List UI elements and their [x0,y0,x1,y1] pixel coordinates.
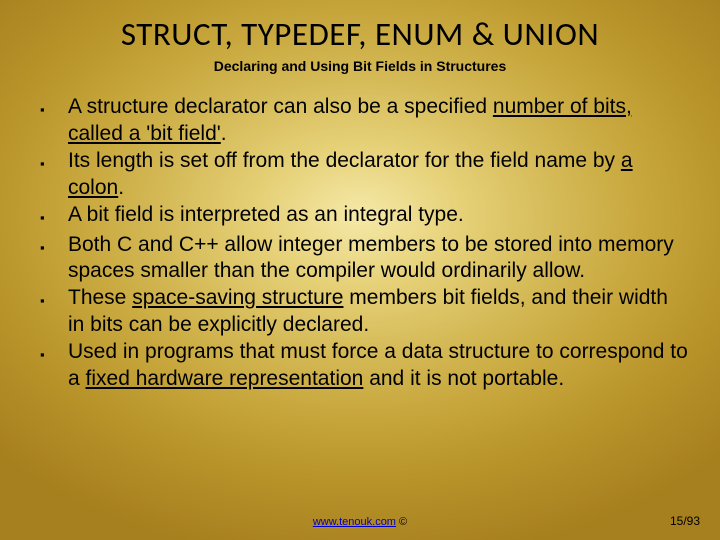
copyright-symbol: © [396,516,407,528]
page-number: 15/93 [670,514,700,528]
footer-link[interactable]: www.tenouk.com [313,516,396,528]
bullet-icon: ▪ [38,94,68,124]
list-item: ▪ Both C and C++ allow integer members t… [38,232,690,286]
bullet-text: Used in programs that must force a data … [68,339,690,393]
bullet-text: A bit field is interpreted as an integra… [68,202,690,229]
slide-title: STRUCT, TYPEDEF, ENUM & UNION [30,14,690,54]
bullet-icon: ▪ [38,285,68,315]
bullet-icon: ▪ [38,148,68,178]
footer: www.tenouk.com © [0,516,720,528]
bullet-icon: ▪ [38,339,68,369]
slide: STRUCT, TYPEDEF, ENUM & UNION Declaring … [0,0,720,540]
list-item: ▪ Its length is set off from the declara… [38,148,690,202]
bullet-icon: ▪ [38,202,68,232]
bullet-text: Its length is set off from the declarato… [68,148,690,202]
list-item: ▪ These space-saving structure members b… [38,285,690,339]
bullet-text: These space-saving structure members bit… [68,285,690,339]
bullet-text: A structure declarator can also be a spe… [68,94,690,148]
list-item: ▪ Used in programs that must force a dat… [38,339,690,393]
bullet-icon: ▪ [38,232,68,262]
slide-subtitle: Declaring and Using Bit Fields in Struct… [30,58,690,74]
bullet-list: ▪ A structure declarator can also be a s… [30,94,690,393]
list-item: ▪ A structure declarator can also be a s… [38,94,690,148]
bullet-text: Both C and C++ allow integer members to … [68,232,690,286]
list-item: ▪ A bit field is interpreted as an integ… [38,202,690,232]
